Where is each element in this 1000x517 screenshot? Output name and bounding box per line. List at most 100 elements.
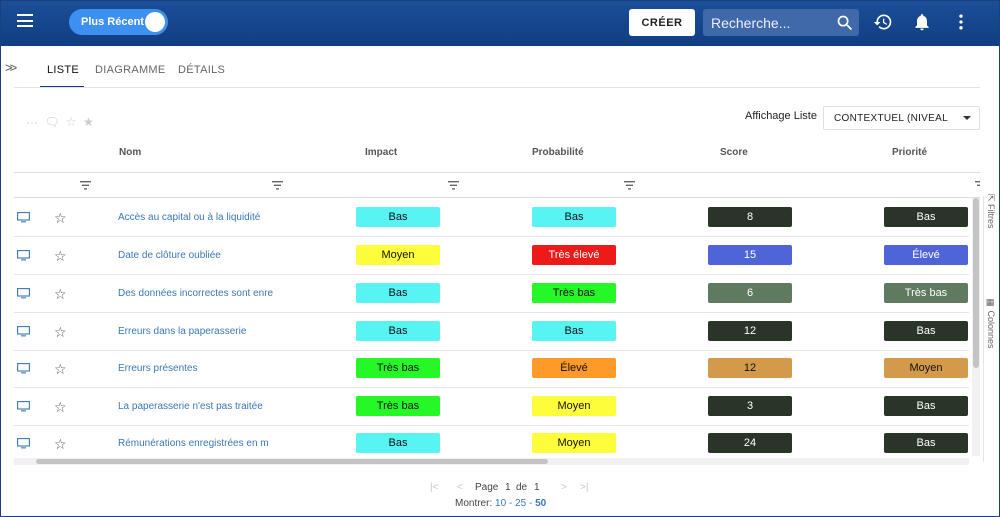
column-header-priority[interactable]: Priorité [892, 147, 928, 158]
star-outline-icon[interactable]: ☆ [65, 115, 77, 129]
view-mode-label: Affichage Liste [745, 110, 817, 122]
next-page-icon[interactable]: > [561, 482, 567, 493]
column-header-probability[interactable]: Probabilité [532, 147, 584, 158]
table-row[interactable]: ☆ Erreurs présentes Très bas Élevé 12 Moyen [14, 350, 969, 388]
table-row[interactable]: ☆ Des données incorrectes sont enre Bas Trè… [14, 275, 969, 313]
filter-icon[interactable] [975, 181, 980, 190]
monitor-icon[interactable] [17, 250, 30, 261]
total-pages: 1 [534, 482, 540, 493]
score-badge: 12 [708, 321, 792, 341]
table-row[interactable]: ☆ Date de clôture oubliée Moyen Très élevé 1… [14, 237, 969, 275]
filter-icon: ⇱ [986, 194, 996, 205]
monitor-icon[interactable] [17, 438, 30, 449]
table-row[interactable]: ☆ Erreurs dans la paperasserie Bas Bas 12 Bas [14, 313, 969, 351]
notifications-bell-icon[interactable] [912, 12, 932, 32]
monitor-icon[interactable] [17, 288, 30, 299]
filter-icon[interactable] [80, 181, 91, 190]
search-icon[interactable] [836, 14, 853, 31]
table-row[interactable]: ☆ La paperasserie n'est pas traitée Très b… [14, 388, 969, 426]
columns-side-tab[interactable]: ▦ Colonnes [986, 298, 996, 349]
table-row[interactable]: ☆ Accès au capital ou à la liquidité Bas Ba… [14, 199, 969, 237]
page-size-10[interactable]: 10 [495, 498, 507, 509]
top-bar: Plus Récent CRÉER [0, 0, 1000, 46]
filters-label: Filtres [986, 204, 996, 229]
page-size-50[interactable]: 50 [535, 498, 547, 509]
filter-icon[interactable] [272, 181, 283, 190]
header-divider [14, 172, 980, 173]
page-size-25[interactable]: 25 [515, 498, 527, 509]
search-input[interactable] [703, 9, 833, 36]
impact-badge: Bas [356, 433, 440, 453]
filter-divider [14, 197, 980, 198]
risk-name-link[interactable]: Date de clôture oubliée [118, 250, 221, 261]
tab-details[interactable]: DÉTAILS [178, 64, 226, 76]
comment-icon[interactable]: 🗨 [44, 115, 60, 129]
favorite-star-icon[interactable]: ☆ [54, 248, 67, 264]
page-label: Page [475, 482, 499, 493]
expand-panel-icon[interactable]: >> [5, 60, 17, 75]
show-label: Montrer: [455, 498, 493, 509]
horizontal-scroll-thumb[interactable] [36, 459, 548, 464]
filters-side-tab[interactable]: ⇱ Filtres [986, 194, 996, 229]
favorite-star-icon[interactable]: ☆ [54, 286, 67, 302]
table-row[interactable]: ☆ Rémunérations enregistrées en m Bas Moyen… [14, 425, 969, 463]
priority-badge: Bas [884, 433, 968, 453]
page-size-selector: Montrer: 10 - 25 - 50 [455, 498, 546, 509]
history-icon[interactable] [873, 12, 893, 32]
impact-badge: Bas [356, 283, 440, 303]
tab-diagramme[interactable]: DIAGRAMME [95, 64, 166, 76]
score-badge: 8 [708, 207, 792, 227]
vertical-scroll-thumb[interactable] [973, 198, 979, 368]
columns-label: Colonnes [986, 310, 996, 349]
risk-name-link[interactable]: Des données incorrectes sont enre [118, 288, 274, 299]
toggle-knob [145, 12, 165, 32]
page-size-separator: - [528, 498, 533, 509]
risk-name-link[interactable]: Rémunérations enregistrées en m [118, 438, 269, 449]
risk-name-link[interactable]: Erreurs dans la paperasserie [118, 326, 247, 337]
create-button[interactable]: CRÉER [629, 9, 695, 36]
toggle-label: Plus Récent [81, 16, 144, 28]
priority-badge: Bas [884, 396, 968, 416]
impact-badge: Très bas [356, 396, 440, 416]
probability-badge: Moyen [532, 396, 616, 416]
previous-page-icon[interactable]: < [457, 482, 463, 493]
monitor-icon[interactable] [17, 212, 30, 223]
risk-name-link[interactable]: La paperasserie n'est pas traitée [118, 401, 263, 412]
star-filled-icon[interactable]: ★ [83, 115, 94, 129]
search-box [703, 9, 859, 36]
priority-badge: Bas [884, 321, 968, 341]
favorite-star-icon[interactable]: ☆ [54, 210, 67, 226]
favorite-star-icon[interactable]: ☆ [54, 361, 67, 377]
vertical-scrollbar[interactable] [972, 198, 980, 456]
view-mode-select[interactable]: CONTEXTUEL (NIVEAL [823, 106, 980, 130]
grid-icon: ▦ [986, 298, 996, 311]
filter-icon[interactable] [448, 181, 459, 190]
column-header-name[interactable]: Nom [119, 147, 142, 158]
horizontal-scrollbar[interactable] [14, 458, 969, 465]
first-page-icon[interactable]: |< [430, 482, 439, 493]
favorite-star-icon[interactable]: ☆ [54, 436, 67, 452]
priority-badge: Bas [884, 207, 968, 227]
risk-name-link[interactable]: Accès au capital ou à la liquidité [118, 212, 261, 223]
last-page-icon[interactable]: >| [580, 482, 589, 493]
more-actions-icon[interactable]: ··· [26, 115, 38, 129]
score-badge: 6 [708, 283, 792, 303]
menu-icon[interactable] [17, 14, 33, 30]
more-vertical-icon[interactable] [951, 12, 971, 32]
risk-name-link[interactable]: Erreurs présentes [118, 363, 198, 374]
most-recent-toggle[interactable]: Plus Récent [69, 9, 168, 35]
dropdown-caret-icon [963, 116, 971, 120]
probability-badge: Très bas [532, 283, 616, 303]
favorite-star-icon[interactable]: ☆ [54, 399, 67, 415]
tabs-divider [14, 87, 980, 88]
row-actions: ··· 🗨 ☆ ★ [26, 115, 97, 129]
impact-badge: Moyen [356, 245, 440, 265]
favorite-star-icon[interactable]: ☆ [54, 324, 67, 340]
monitor-icon[interactable] [17, 326, 30, 337]
tab-liste[interactable]: LISTE [47, 64, 80, 76]
monitor-icon[interactable] [17, 401, 30, 412]
column-header-impact[interactable]: Impact [365, 147, 398, 158]
column-header-score[interactable]: Score [720, 147, 748, 158]
filter-icon[interactable] [624, 181, 635, 190]
monitor-icon[interactable] [17, 363, 30, 374]
